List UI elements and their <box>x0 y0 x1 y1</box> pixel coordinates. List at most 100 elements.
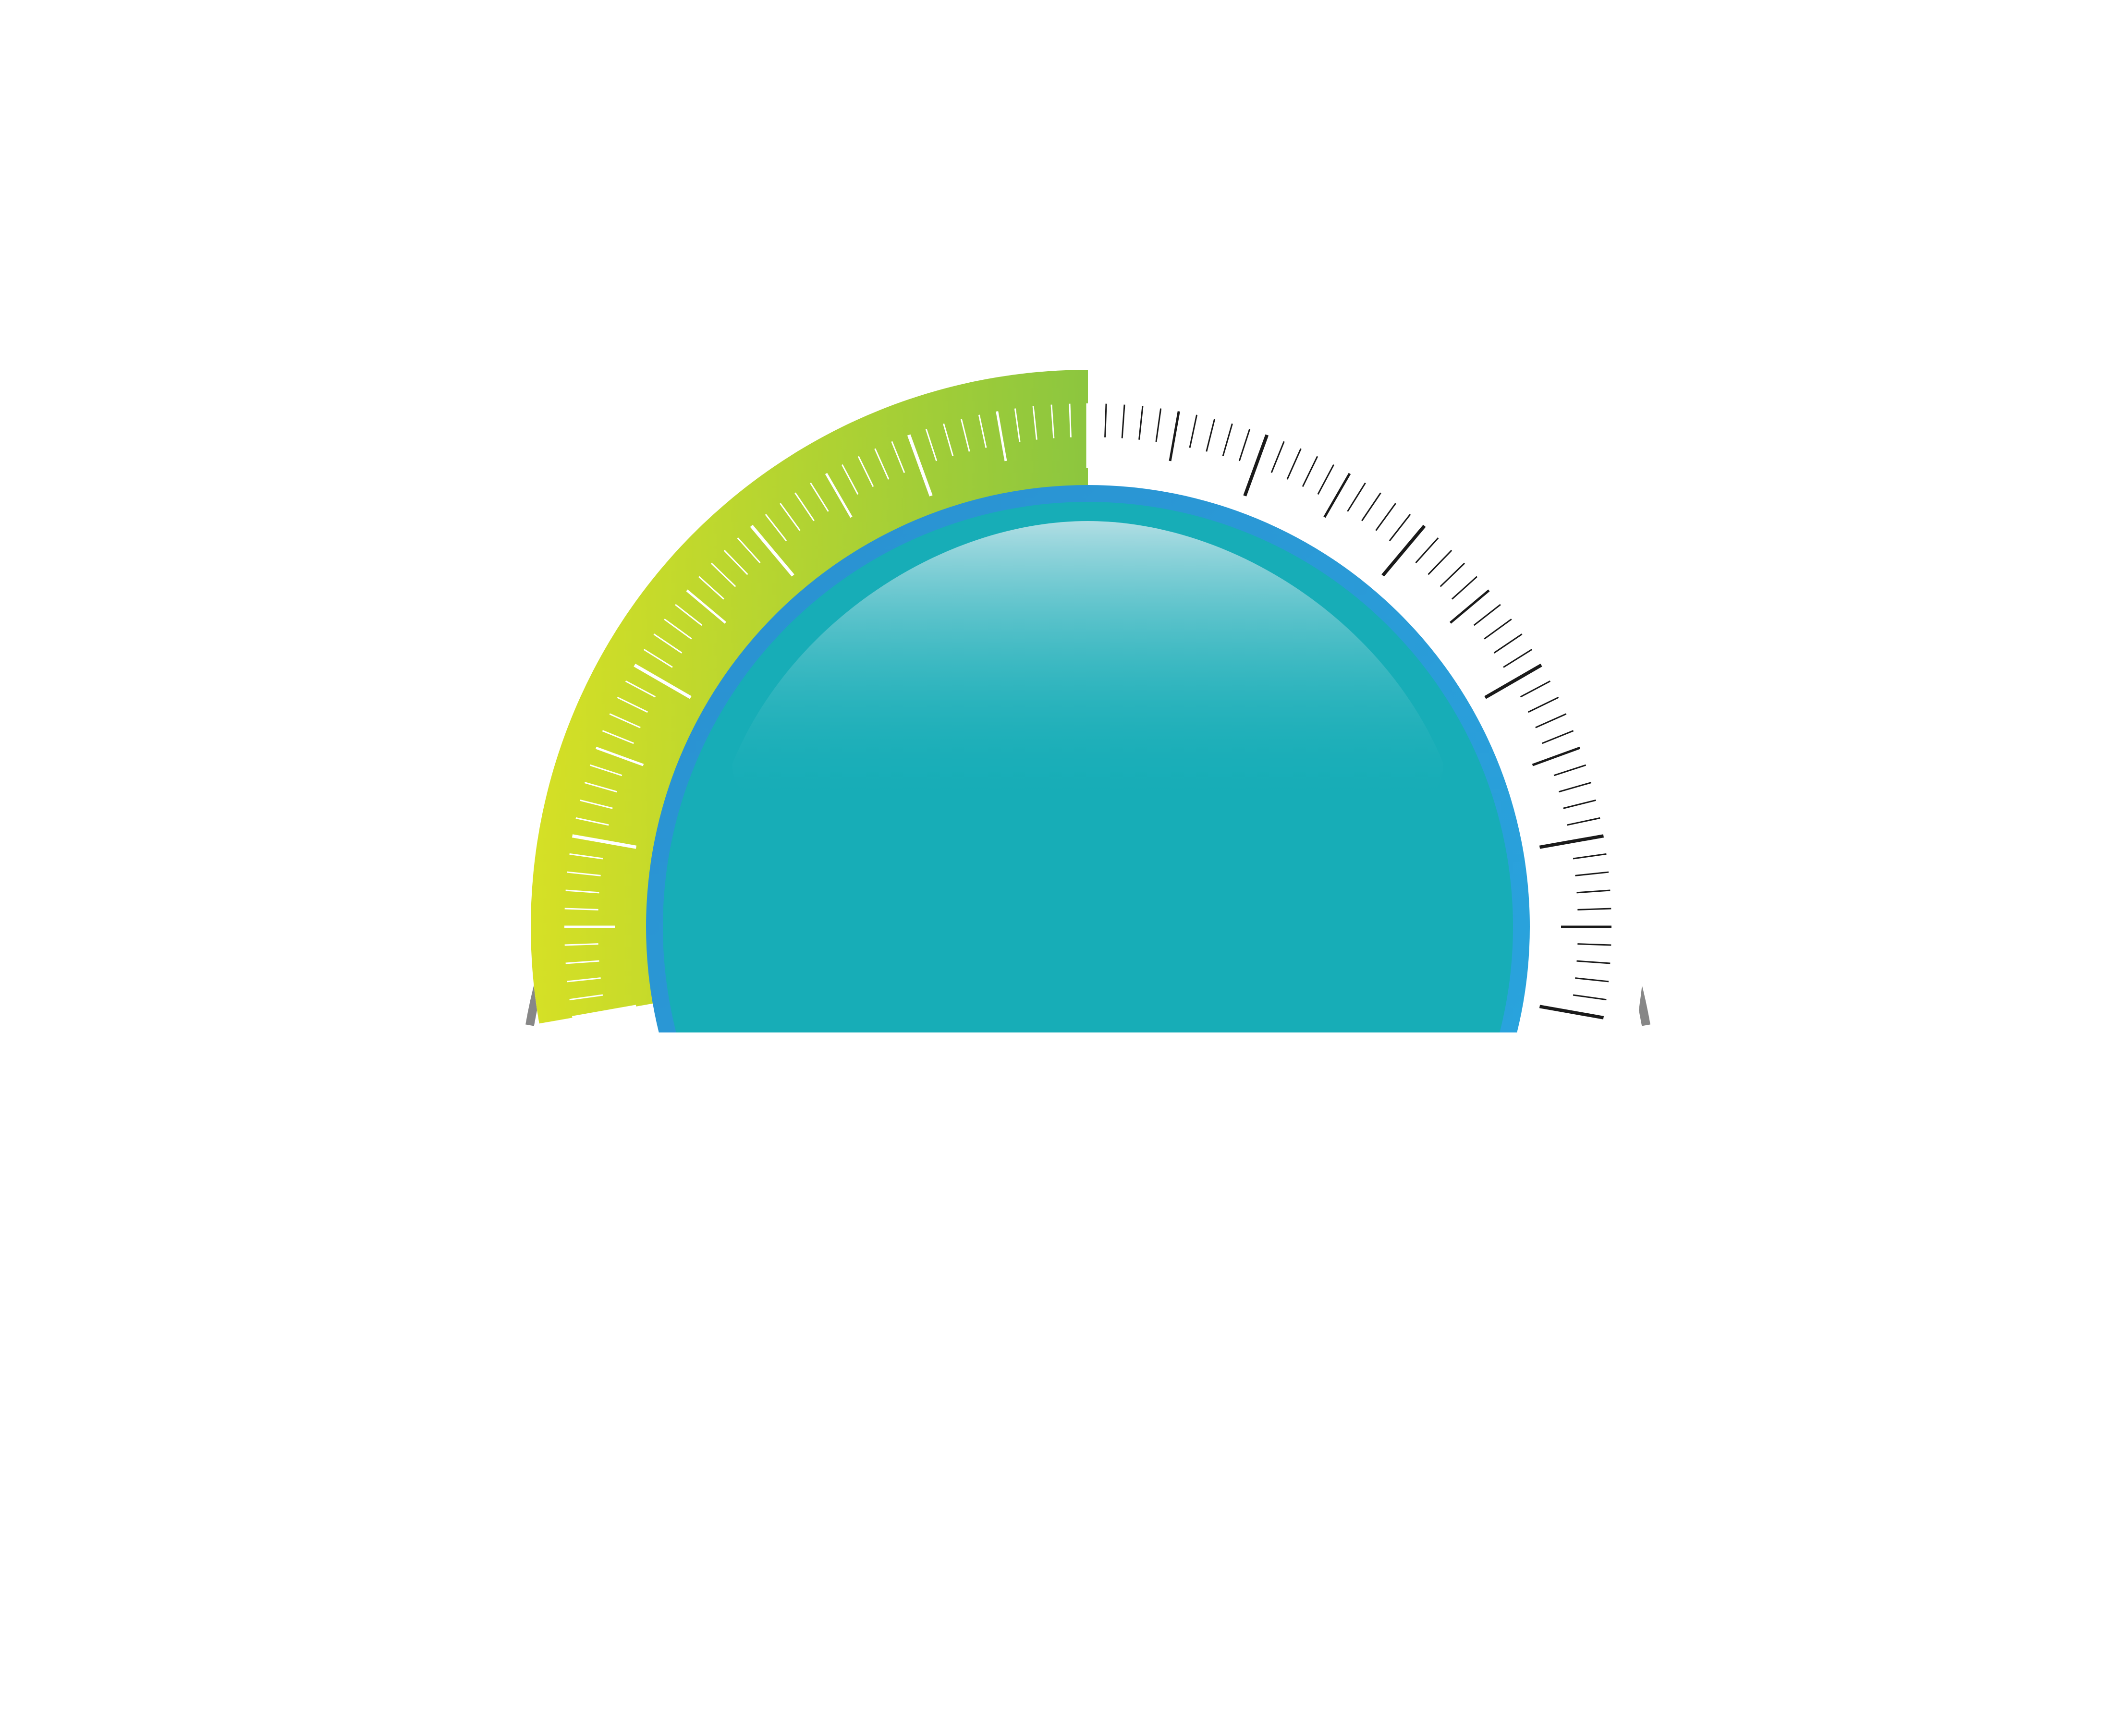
scale-minor-tick <box>584 782 617 793</box>
scale-medium-tick <box>996 411 1007 461</box>
scale-minor-tick <box>1575 871 1609 876</box>
scale-minor-tick <box>925 428 938 461</box>
scale-minor-tick <box>565 960 599 964</box>
scale-minor-tick <box>1520 680 1551 698</box>
scale-minor-tick <box>960 419 970 452</box>
scale-minor-tick <box>565 889 599 894</box>
scale-major-tick <box>750 524 794 577</box>
scale-medium-tick <box>1449 589 1490 624</box>
scale-minor-tick <box>1375 503 1396 531</box>
scale-minor-tick <box>617 696 648 713</box>
scale-minor-tick <box>1389 514 1411 542</box>
scale-minor-tick <box>643 649 673 668</box>
scale-minor-tick <box>653 633 683 654</box>
scale-minor-tick <box>580 799 613 809</box>
scale-minor-tick <box>1050 404 1055 438</box>
scale-minor-tick <box>1014 408 1021 442</box>
scale-minor-tick <box>1576 960 1611 964</box>
scale-major-tick <box>1243 434 1269 497</box>
scale-minor-tick <box>567 871 601 876</box>
scale-minor-tick <box>1535 713 1567 728</box>
scale-minor-tick <box>1567 817 1600 826</box>
scale-minor-tick <box>1270 441 1285 473</box>
scale-minor-tick <box>609 713 641 728</box>
scale-minor-tick <box>978 414 987 448</box>
scale-minor-tick <box>1361 492 1381 522</box>
scale-minor-tick <box>1577 908 1611 910</box>
scale-major-tick <box>634 663 692 699</box>
scale-minor-tick <box>1573 853 1607 860</box>
scale-minor-tick <box>1415 537 1439 563</box>
scale-major-tick <box>1381 524 1426 577</box>
scale-minor-tick <box>1104 403 1107 437</box>
scale-minor-tick <box>1138 406 1144 440</box>
scale-minor-tick <box>1473 604 1501 626</box>
scale-minor-tick <box>1317 464 1335 495</box>
scale-minor-tick <box>780 503 801 531</box>
scale-major-tick <box>907 434 933 497</box>
scale-major-tick <box>1539 1005 1604 1020</box>
dial-gloss-highlight <box>732 521 1443 802</box>
scale-minor-tick <box>698 576 724 600</box>
scale-major-tick <box>1539 834 1604 849</box>
scale-medium-tick <box>1169 411 1180 461</box>
scale-minor-tick <box>891 441 905 473</box>
scale-minor-tick <box>1573 994 1607 1001</box>
scale-major-tick <box>572 1005 637 1020</box>
scale-minor-tick <box>1542 730 1574 744</box>
scale-minor-tick <box>575 817 609 826</box>
scale-minor-tick <box>1576 889 1611 894</box>
scale-minor-tick <box>1155 408 1162 442</box>
scale-minor-tick <box>1452 576 1478 600</box>
scale-minor-tick <box>1302 456 1318 487</box>
scale-minor-tick <box>810 482 829 512</box>
scale-minor-tick <box>794 492 815 522</box>
scale-minor-tick <box>1493 633 1523 654</box>
scale-minor-tick <box>857 456 874 487</box>
level-fill-band <box>531 370 1088 1024</box>
scale-minor-tick <box>569 994 603 1001</box>
scale-minor-tick <box>1528 696 1559 713</box>
scale-minor-tick <box>602 730 634 744</box>
scale-minor-tick <box>737 537 761 563</box>
scale-minor-tick <box>1238 428 1251 461</box>
scale-minor-tick <box>1032 406 1037 440</box>
scale-medium-tick <box>686 589 727 624</box>
scale-minor-tick <box>1121 404 1125 438</box>
scale-minor-tick <box>569 853 603 860</box>
scale-ticks <box>564 403 1611 1020</box>
scale-minor-tick <box>567 977 601 983</box>
scale-minor-tick <box>765 514 787 542</box>
scale-minor-tick <box>1428 549 1452 575</box>
scale-minor-tick <box>1575 977 1609 983</box>
scale-medium-tick <box>595 746 644 766</box>
scale-minor-tick <box>664 619 692 640</box>
scale-minor-tick <box>1563 799 1596 809</box>
scale-minor-tick <box>625 680 656 698</box>
scale-minor-tick <box>589 764 622 777</box>
gauge-body <box>525 370 1650 1032</box>
scale-medium-tick <box>825 473 853 518</box>
scale-minor-tick <box>1553 764 1586 777</box>
scale-minor-tick <box>841 464 859 495</box>
scale-medium-tick <box>1532 746 1581 766</box>
scale-minor-tick <box>1577 943 1611 946</box>
scale-minor-tick <box>1347 482 1366 512</box>
scale-minor-tick <box>564 943 598 946</box>
scale-minor-tick <box>1559 782 1592 793</box>
scale-medium-tick <box>1323 473 1351 518</box>
scale-minor-tick <box>1484 619 1512 640</box>
scale-minor-tick <box>1069 403 1072 437</box>
scale-minor-tick <box>1222 423 1233 456</box>
scale-minor-tick <box>874 448 890 480</box>
scale-minor-tick <box>564 908 598 910</box>
scale-major-tick <box>572 834 637 849</box>
scale-minor-tick <box>710 562 736 587</box>
scale-minor-tick <box>675 604 703 626</box>
scale-minor-tick <box>943 423 954 456</box>
scale-minor-tick <box>723 549 748 575</box>
scale-minor-tick <box>1189 414 1198 448</box>
scale-minor-tick <box>1206 419 1216 452</box>
